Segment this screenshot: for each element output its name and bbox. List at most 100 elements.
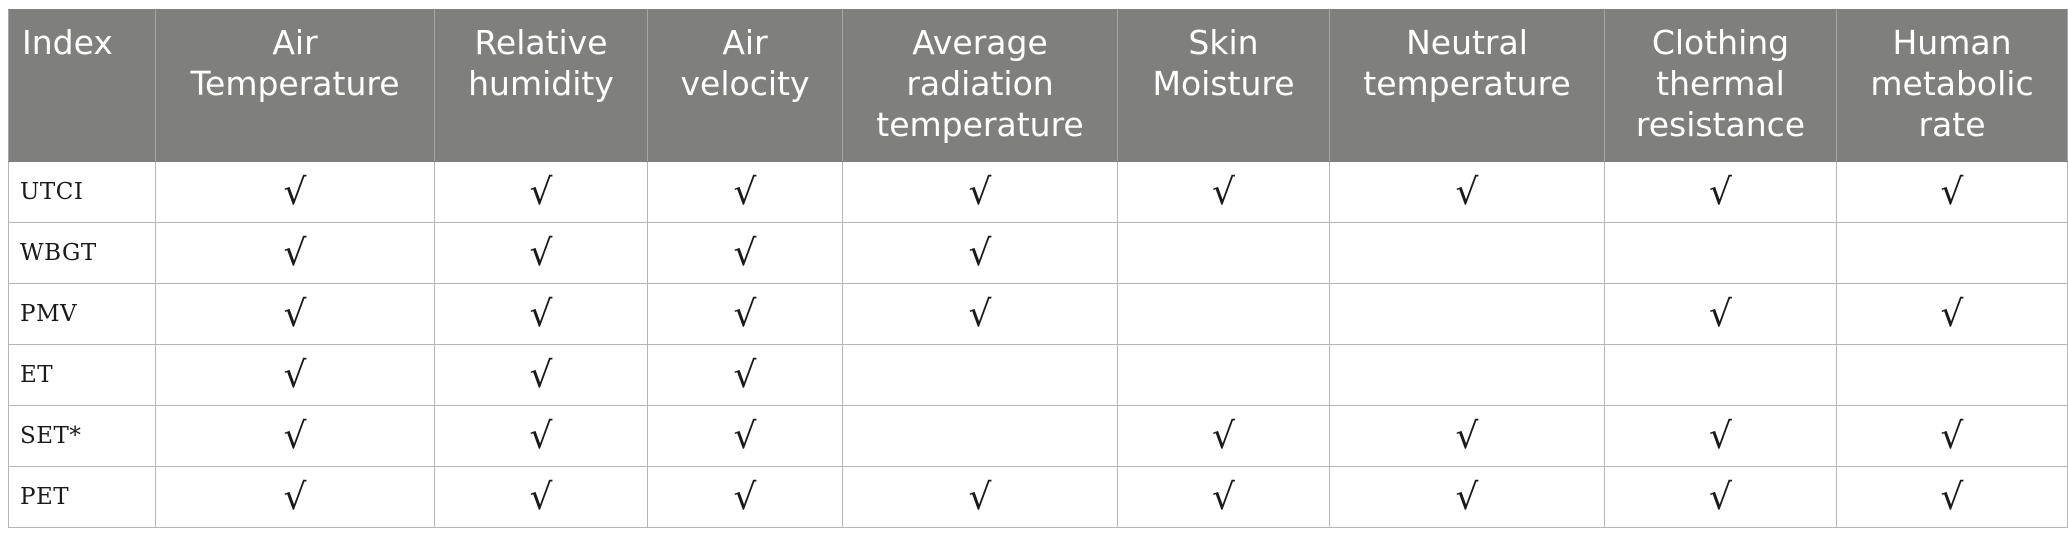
- check-cell: √: [1604, 283, 1837, 345]
- check-mark-icon: √: [733, 293, 757, 335]
- check-cell: √: [434, 405, 648, 467]
- check-cell: √: [842, 161, 1118, 223]
- check-cell: √: [1329, 161, 1605, 223]
- check-cell: √: [647, 161, 843, 223]
- check-cell: √: [842, 222, 1118, 284]
- check-cell: [842, 344, 1118, 406]
- column-header-neutral-temperature: Neutral temperature: [1329, 9, 1605, 162]
- check-cell: √: [1117, 405, 1330, 467]
- check-mark-icon: √: [283, 354, 307, 396]
- check-mark-icon: √: [1455, 415, 1479, 457]
- check-cell: [1836, 344, 2068, 406]
- check-cell: [1329, 222, 1605, 284]
- check-cell: √: [647, 466, 843, 528]
- column-header-index: Index: [8, 9, 156, 162]
- check-mark-icon: √: [968, 476, 992, 518]
- column-header-air-velocity: Air velocity: [647, 9, 843, 162]
- check-mark-icon: √: [1940, 476, 1964, 518]
- check-cell: [1117, 344, 1330, 406]
- check-cell: √: [647, 344, 843, 406]
- thermal-comfort-index-table: Index Air Temperature Relative humidity …: [8, 9, 2068, 528]
- check-cell: √: [155, 344, 435, 406]
- column-header-clothing-thermal-resistance: Clothing thermal resistance: [1604, 9, 1837, 162]
- check-cell: √: [434, 344, 648, 406]
- check-cell: [1329, 283, 1605, 345]
- table-body: UTCI √ √ √ √ √ √ √ √ WBGT √ √ √ √ PMV √ …: [8, 161, 2068, 528]
- column-header-average-radiation-temperature: Average radiation temperature: [842, 9, 1118, 162]
- check-cell: √: [1836, 161, 2068, 223]
- check-cell: √: [155, 161, 435, 223]
- check-cell: [842, 405, 1118, 467]
- check-cell: √: [1836, 466, 2068, 528]
- check-mark-icon: √: [1940, 415, 1964, 457]
- column-header-human-metabolic-rate: Human metabolic rate: [1836, 9, 2068, 162]
- check-cell: √: [1836, 283, 2068, 345]
- check-cell: √: [434, 222, 648, 284]
- check-mark-icon: √: [1709, 293, 1732, 335]
- check-cell: √: [434, 161, 648, 223]
- column-header-skin-moisture: Skin Moisture: [1117, 9, 1330, 162]
- check-cell: √: [1604, 466, 1837, 528]
- check-mark-icon: √: [529, 476, 553, 518]
- check-mark-icon: √: [968, 171, 992, 213]
- check-mark-icon: √: [529, 293, 553, 335]
- check-cell: [1117, 222, 1330, 284]
- row-index-cell: SET*: [8, 405, 156, 467]
- check-mark-icon: √: [1455, 476, 1479, 518]
- check-cell: √: [434, 283, 648, 345]
- check-cell: [1836, 222, 2068, 284]
- check-cell: [1329, 344, 1605, 406]
- column-header-relative-humidity: Relative humidity: [434, 9, 648, 162]
- row-index-cell: ET: [8, 344, 156, 406]
- check-mark-icon: √: [283, 171, 307, 213]
- check-mark-icon: √: [1212, 415, 1235, 457]
- row-index-cell: PMV: [8, 283, 156, 345]
- table-row: PMV √ √ √ √ √ √: [8, 283, 2068, 345]
- check-mark-icon: √: [1709, 476, 1732, 518]
- check-mark-icon: √: [529, 232, 553, 274]
- column-header-air-temperature: Air Temperature: [155, 9, 435, 162]
- check-cell: √: [155, 466, 435, 528]
- check-mark-icon: √: [1940, 293, 1964, 335]
- row-index-cell: UTCI: [8, 161, 156, 223]
- check-cell: √: [1329, 405, 1605, 467]
- check-cell: √: [155, 405, 435, 467]
- check-cell: √: [842, 283, 1118, 345]
- check-mark-icon: √: [1709, 171, 1732, 213]
- row-index-cell: PET: [8, 466, 156, 528]
- check-mark-icon: √: [733, 354, 757, 396]
- table-row: WBGT √ √ √ √: [8, 222, 2068, 284]
- check-cell: √: [647, 405, 843, 467]
- check-mark-icon: √: [529, 415, 553, 457]
- check-mark-icon: √: [283, 415, 307, 457]
- check-mark-icon: √: [283, 293, 307, 335]
- table-row: ET √ √ √: [8, 344, 2068, 406]
- check-mark-icon: √: [1940, 171, 1964, 213]
- check-mark-icon: √: [529, 171, 553, 213]
- check-cell: √: [647, 283, 843, 345]
- check-cell: √: [842, 466, 1118, 528]
- check-cell: √: [1836, 405, 2068, 467]
- check-mark-icon: √: [1212, 476, 1235, 518]
- check-cell: [1117, 283, 1330, 345]
- check-cell: √: [647, 222, 843, 284]
- check-cell: √: [1117, 466, 1330, 528]
- check-mark-icon: √: [1455, 171, 1479, 213]
- check-mark-icon: √: [968, 232, 992, 274]
- check-cell: √: [155, 222, 435, 284]
- check-mark-icon: √: [1709, 415, 1732, 457]
- check-mark-icon: √: [968, 293, 992, 335]
- check-cell: √: [1604, 405, 1837, 467]
- check-cell: √: [1604, 161, 1837, 223]
- check-cell: √: [1117, 161, 1330, 223]
- table-header: Index Air Temperature Relative humidity …: [8, 9, 2068, 162]
- check-mark-icon: √: [283, 476, 307, 518]
- check-cell: [1604, 222, 1837, 284]
- check-mark-icon: √: [1212, 171, 1235, 213]
- check-mark-icon: √: [733, 171, 757, 213]
- check-mark-icon: √: [529, 354, 553, 396]
- table-row: PET √ √ √ √ √ √ √ √: [8, 466, 2068, 528]
- check-mark-icon: √: [733, 476, 757, 518]
- check-cell: √: [1329, 466, 1605, 528]
- table-row: UTCI √ √ √ √ √ √ √ √: [8, 161, 2068, 223]
